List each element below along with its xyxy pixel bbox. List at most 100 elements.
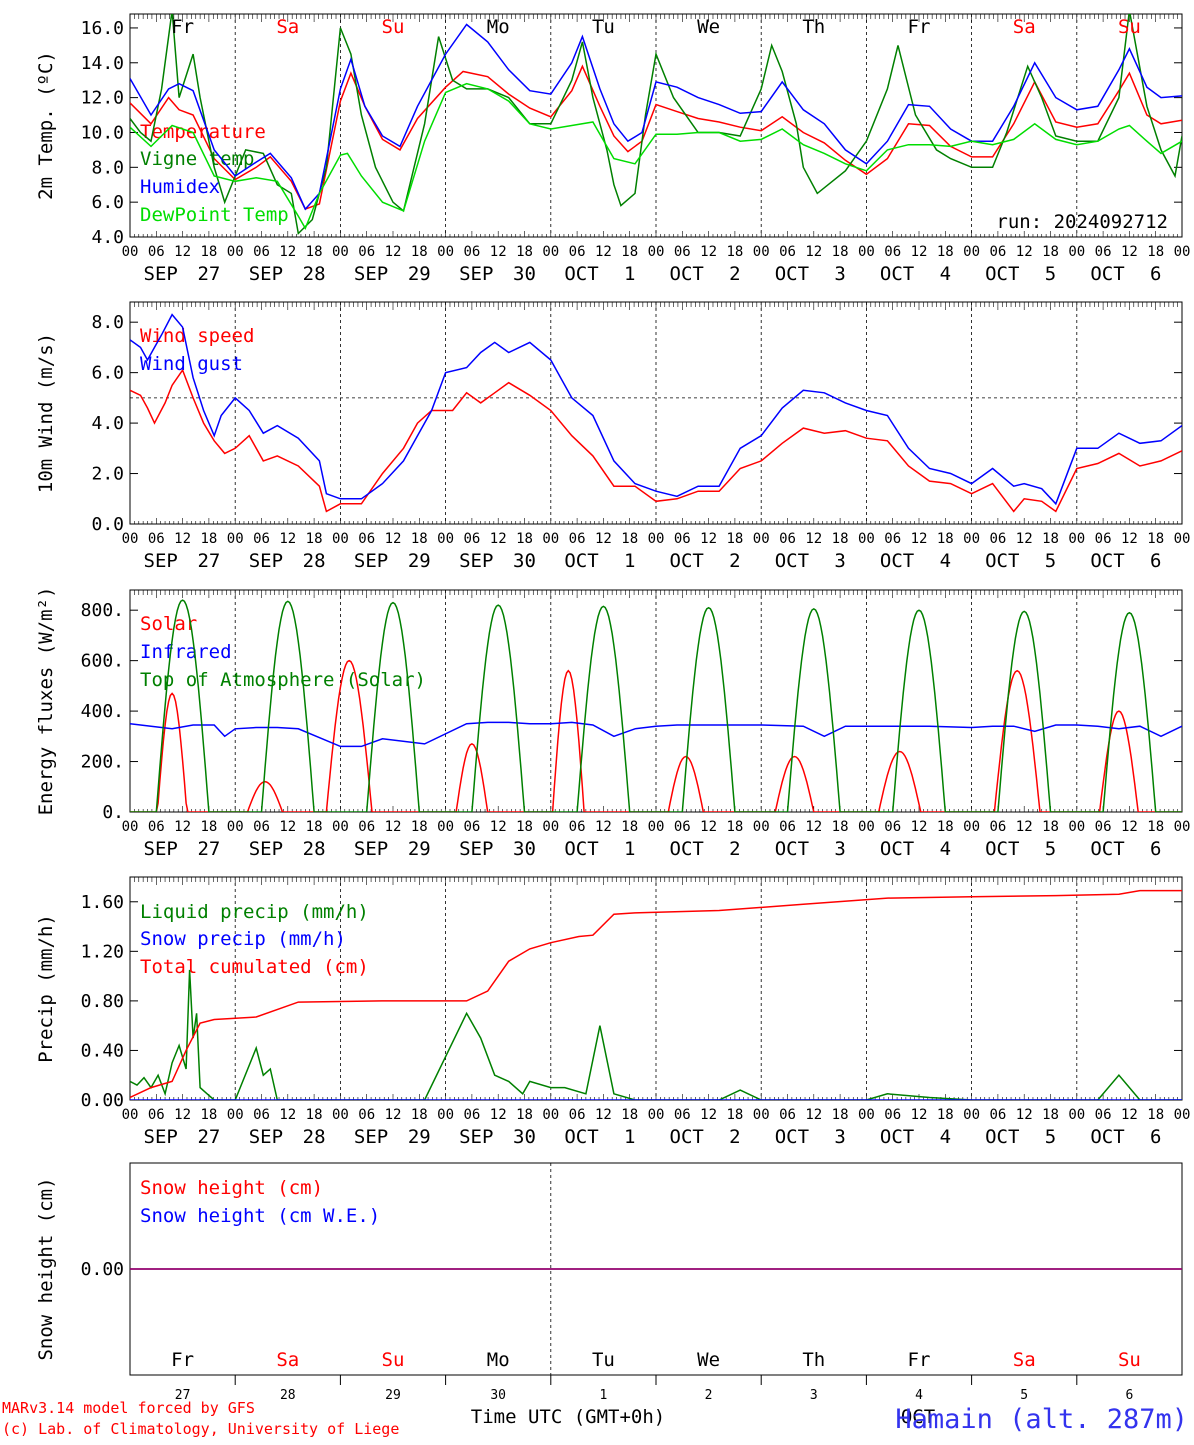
hour-label: 18	[411, 244, 428, 260]
hour-label: 06	[884, 244, 901, 260]
weekday-label-bottom: Th	[802, 1349, 825, 1371]
weekday-label: Mo	[487, 16, 510, 38]
bottom-day-number: 5	[1020, 1388, 1028, 1403]
hour-label: 00	[122, 244, 139, 260]
date-day: 3	[834, 263, 845, 285]
y-tick-label: 8.0	[91, 312, 124, 333]
hour-label: 06	[989, 531, 1006, 547]
date-day: 27	[197, 550, 220, 572]
y-axis-title: Snow height (cm)	[35, 1177, 57, 1360]
legend-red: Wind speed	[140, 325, 254, 347]
hour-label: 18	[937, 819, 954, 835]
weekday-label-bottom: Fr	[908, 1349, 931, 1371]
hour-label: 18	[1147, 1107, 1164, 1123]
legend-blue: Humidex	[140, 176, 220, 198]
date-day: 29	[408, 263, 431, 285]
hour-label: 00	[753, 1107, 770, 1123]
weekday-label-bottom: Sa	[276, 1349, 299, 1371]
hour-label: 12	[1016, 531, 1033, 547]
hour-label: 18	[937, 244, 954, 260]
bottom-day-number: 3	[810, 1388, 818, 1403]
series-line-blue	[130, 313, 1182, 506]
y-tick-label: 0.40	[81, 1040, 124, 1061]
y-tick-label: 6.0	[91, 363, 124, 384]
date-month: SEP	[354, 838, 388, 860]
date-day: 5	[1045, 263, 1056, 285]
hour-label: 06	[1095, 244, 1112, 260]
hour-label: 00	[332, 819, 349, 835]
date-month: OCT	[775, 263, 809, 285]
hour-label: 00	[753, 244, 770, 260]
hour-label: 18	[200, 244, 217, 260]
y-tick-label: 8.0	[91, 157, 124, 178]
y-tick-label: 400.	[81, 701, 124, 722]
hour-label: 18	[1042, 531, 1059, 547]
hour-label: 12	[1121, 531, 1138, 547]
hour-label: 06	[674, 1107, 691, 1123]
hour-label: 18	[306, 819, 323, 835]
date-month: OCT	[1090, 263, 1124, 285]
series-line-red	[130, 64, 1182, 211]
hour-label: 00	[542, 244, 559, 260]
date-day: 6	[1150, 263, 1161, 285]
legend-red: Snow height (cm)	[140, 1177, 323, 1199]
series-line-lightgreen	[130, 82, 1182, 231]
hour-label: 12	[911, 1107, 928, 1123]
date-month: OCT	[880, 263, 914, 285]
date-month: OCT	[564, 1126, 598, 1148]
hour-label: 12	[174, 244, 191, 260]
date-day: 6	[1150, 550, 1161, 572]
date-day: 28	[303, 263, 326, 285]
hour-label: 18	[411, 819, 428, 835]
date-day: 29	[408, 838, 431, 860]
date-month: OCT	[985, 550, 1019, 572]
hour-label: 00	[437, 1107, 454, 1123]
weekday-label: Tu	[592, 16, 615, 38]
hour-label: 06	[253, 819, 270, 835]
bottom-day-number: 6	[1125, 1388, 1133, 1403]
weekday-label: Su	[382, 16, 405, 38]
y-tick-label: 800.	[81, 600, 124, 621]
weekday-label: Su	[1118, 16, 1141, 38]
date-month: OCT	[564, 550, 598, 572]
y-tick-label: 0.00	[81, 1259, 124, 1280]
date-day: 28	[303, 838, 326, 860]
weekday-label: Th	[802, 16, 825, 38]
hour-label: 18	[411, 1107, 428, 1123]
hour-label: 12	[385, 244, 402, 260]
hour-label: 00	[542, 531, 559, 547]
date-day: 27	[197, 263, 220, 285]
date-month: OCT	[985, 263, 1019, 285]
hour-label: 00	[753, 531, 770, 547]
hour-label: 00	[963, 1107, 980, 1123]
date-month: SEP	[459, 838, 493, 860]
hour-label: 06	[148, 819, 165, 835]
date-month: OCT	[880, 838, 914, 860]
hour-label: 12	[174, 1107, 191, 1123]
hour-label: 06	[884, 531, 901, 547]
hour-label: 06	[1095, 1107, 1112, 1123]
hour-label: 18	[726, 531, 743, 547]
hour-label: 18	[200, 1107, 217, 1123]
date-day: 29	[408, 550, 431, 572]
hour-label: 06	[253, 531, 270, 547]
date-month: OCT	[880, 1126, 914, 1148]
hour-label: 00	[1068, 244, 1085, 260]
hour-label: 06	[253, 244, 270, 260]
legend-green: Top of Atmosphere (Solar)	[140, 669, 426, 691]
date-day: 1	[624, 838, 635, 860]
hour-label: 06	[148, 1107, 165, 1123]
hour-label: 18	[306, 244, 323, 260]
legend-green: Vigne temp	[140, 148, 254, 170]
hour-label: 00	[1068, 819, 1085, 835]
hour-label: 00	[648, 244, 665, 260]
legend-red: Temperature	[140, 121, 266, 143]
y-tick-label: 200.	[81, 752, 124, 773]
hour-label: 00	[332, 1107, 349, 1123]
hour-label: 12	[279, 531, 296, 547]
date-month: OCT	[670, 1126, 704, 1148]
y-axis-title: 2m Temp. (ºC)	[35, 51, 57, 200]
hour-label: 18	[516, 1107, 533, 1123]
y-tick-label: 0.80	[81, 991, 124, 1012]
